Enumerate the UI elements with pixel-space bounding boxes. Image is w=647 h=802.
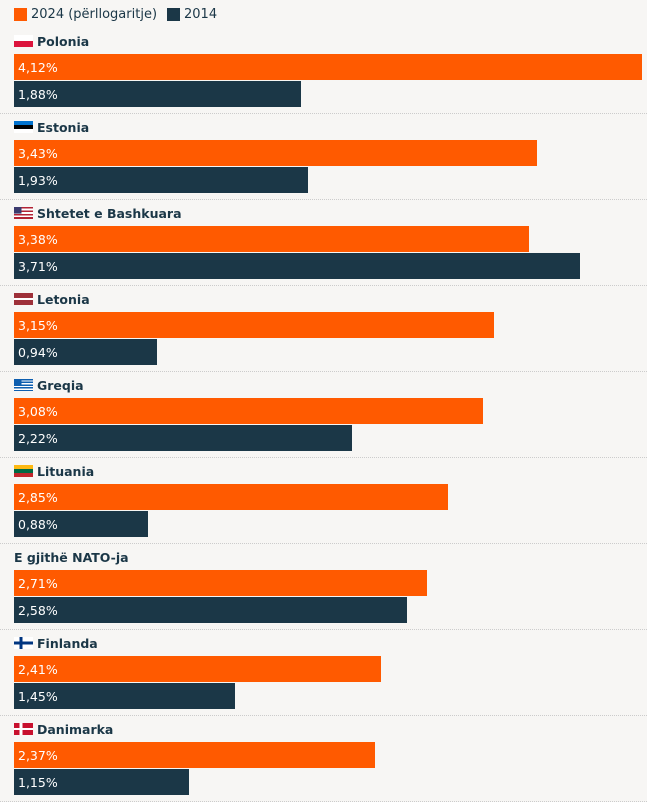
usa-flag-icon — [14, 207, 33, 219]
category-label: Letonia — [0, 286, 647, 312]
data-label: 3,71% — [18, 258, 58, 274]
greece-flag-icon — [14, 379, 33, 391]
category-name: Danimarka — [37, 721, 114, 737]
bar-2024: 3,08% — [14, 398, 484, 424]
data-label: 3,43% — [18, 145, 58, 161]
data-label: 2,41% — [18, 661, 58, 677]
category-group: Greqia 3,08% 2,22% — [0, 372, 647, 458]
data-label: 2,58% — [18, 602, 58, 618]
bar-2014: 0,88% — [14, 511, 149, 537]
legend-label: 2014 — [184, 6, 218, 22]
data-label: 0,88% — [18, 516, 58, 532]
bar-2014: 1,45% — [14, 683, 236, 709]
category-name: Polonia — [37, 33, 90, 49]
bar-2024: 2,41% — [14, 656, 382, 682]
category-group: Letonia 3,15% 0,94% — [0, 286, 647, 372]
category-label: Finlanda — [0, 630, 647, 656]
data-label: 1,15% — [18, 774, 58, 790]
category-label: Polonia — [0, 28, 647, 54]
data-label: 0,94% — [18, 344, 58, 360]
bar-2014: 2,22% — [14, 425, 353, 451]
bar-2014: 2,58% — [14, 597, 408, 623]
category-label: E gjithë NATO-ja — [0, 544, 647, 570]
data-label: 2,22% — [18, 430, 58, 446]
legend-item-2014: 2014 — [167, 7, 217, 22]
latvia-flag-icon — [14, 293, 33, 305]
category-name: Finlanda — [37, 635, 98, 651]
legend-swatch — [14, 7, 27, 21]
category-group: E gjithë NATO-ja 2,71% 2,58% — [0, 544, 647, 630]
finland-flag-icon — [14, 637, 33, 649]
data-label: 3,08% — [18, 403, 58, 419]
data-label: 2,85% — [18, 489, 58, 505]
bar-2024: 3,43% — [14, 140, 537, 166]
data-label: 4,12% — [18, 59, 58, 75]
category-group: Finlanda 2,41% 1,45% — [0, 630, 647, 716]
category-label: Greqia — [0, 372, 647, 398]
legend-swatch — [167, 7, 181, 21]
denmark-flag-icon — [14, 723, 33, 735]
category-group: Polonia 4,12% 1,88% — [0, 28, 647, 114]
category-name: Shtetet e Bashkuara — [37, 205, 182, 221]
data-label: 1,88% — [18, 86, 58, 102]
lithuania-flag-icon — [14, 465, 33, 477]
data-label: 1,93% — [18, 172, 58, 188]
category-name: Lituania — [37, 463, 95, 479]
data-label: 3,38% — [18, 231, 58, 247]
bar-2024: 3,38% — [14, 226, 530, 252]
category-label: Shtetet e Bashkuara — [0, 200, 647, 226]
bar-2024: 2,85% — [14, 484, 449, 510]
data-label: 1,45% — [18, 688, 58, 704]
category-name: Estonia — [37, 119, 90, 135]
poland-flag-icon — [14, 35, 33, 47]
category-group: Shtetet e Bashkuara 3,38% 3,71% — [0, 200, 647, 286]
bar-2014: 1,93% — [14, 167, 309, 193]
category-name: E gjithë NATO-ja — [14, 549, 129, 565]
bar-2014: 1,15% — [14, 769, 190, 795]
bar-2024: 4,12% — [14, 54, 642, 80]
category-name: Greqia — [37, 377, 84, 393]
data-label: 3,15% — [18, 317, 58, 333]
legend-label: 2024 (përllogaritje) — [31, 6, 158, 22]
category-name: Letonia — [37, 291, 90, 307]
category-group: Lituania 2,85% 0,88% — [0, 458, 647, 544]
legend-item-2024: 2024 (përllogaritje) — [14, 7, 157, 22]
bar-2024: 3,15% — [14, 312, 495, 338]
bar-2014: 3,71% — [14, 253, 580, 279]
bar-2014: 1,88% — [14, 81, 301, 107]
bar-2014: 0,94% — [14, 339, 158, 365]
data-label: 2,71% — [18, 575, 58, 591]
data-label: 2,37% — [18, 747, 58, 763]
category-group: Estonia 3,43% 1,93% — [0, 114, 647, 200]
category-group: Danimarka 2,37% 1,15% — [0, 716, 647, 802]
estonia-flag-icon — [14, 121, 33, 133]
category-label: Estonia — [0, 114, 647, 140]
bar-2024: 2,71% — [14, 570, 428, 596]
category-label: Danimarka — [0, 716, 647, 742]
bar-2024: 2,37% — [14, 742, 376, 768]
legend: 2024 (përllogaritje) 2014 — [0, 0, 647, 28]
category-label: Lituania — [0, 458, 647, 484]
